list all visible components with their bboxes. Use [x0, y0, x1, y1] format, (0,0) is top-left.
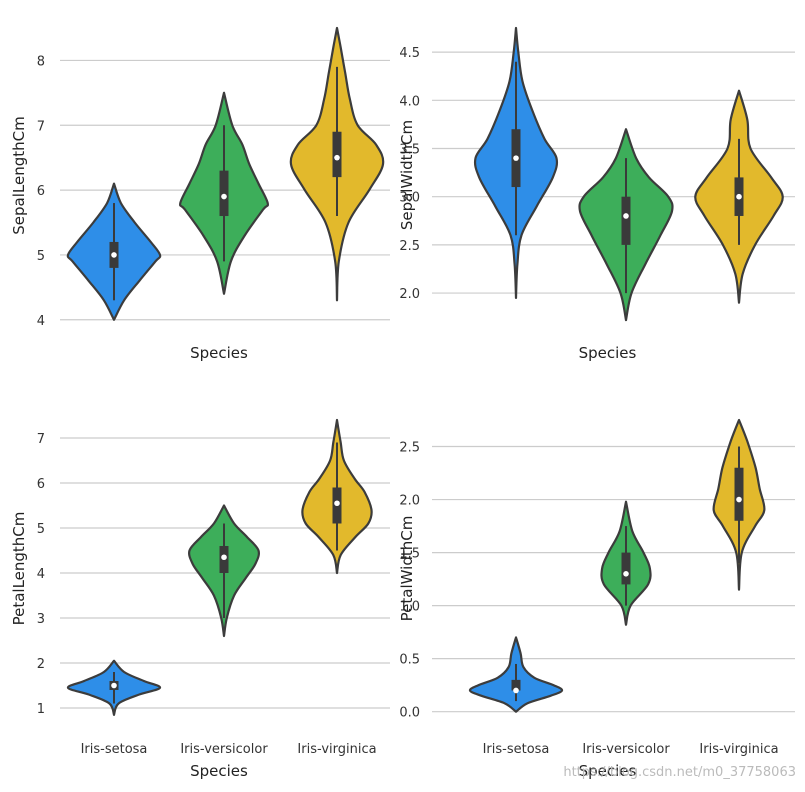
y-tick-label: 7	[37, 119, 45, 134]
y-tick-label: 2.0	[399, 287, 420, 302]
panel-petalwidthcm: 0.0 0.5 1.0 1.5 2.0 2.5 PetalWidthCm Species Iri…	[398, 418, 795, 780]
panel-sepallengthcm: 4 5 6 7 8 SepalLengthCm Species	[10, 26, 390, 362]
y-tick-label: 4	[37, 567, 45, 582]
median-dot	[111, 682, 117, 689]
x-tick-label: Iris-virginica	[297, 742, 376, 757]
median-dot	[623, 213, 629, 219]
watermark-text: https://blog.csdn.net/m0_37758063	[563, 765, 796, 780]
y-tick-label: 1.0	[399, 600, 420, 615]
x-tick-label: Iris-virginica	[699, 742, 778, 757]
y-tick-label: 3.5	[399, 142, 420, 157]
x-axis-label: Species	[579, 344, 637, 362]
y-tick-label: 2	[37, 657, 45, 672]
y-tick-label: 8	[37, 54, 45, 69]
x-tick-label: Iris-versicolor	[582, 742, 670, 757]
violin-iris-virginica	[289, 26, 385, 302]
y-tick-label: 4.0	[399, 94, 420, 109]
y-tick-label: 1	[37, 702, 45, 717]
violin-iris-versicolor	[179, 91, 269, 295]
y-tick-label: 6	[37, 184, 45, 199]
y-tick-label: 2.0	[399, 494, 420, 509]
x-tick-label: Iris-versicolor	[180, 742, 268, 757]
median-dot	[513, 155, 519, 161]
iqr-box	[621, 552, 631, 585]
iqr-box	[511, 679, 521, 691]
median-dot	[334, 500, 340, 507]
x-tick-label: Iris-setosa	[483, 742, 550, 757]
y-tick-label: 0.0	[399, 706, 420, 721]
y-tick-label: 3	[37, 612, 45, 627]
y-tick-label: 3.0	[399, 191, 420, 206]
iqr-box	[621, 196, 631, 245]
violin-iris-versicolor	[600, 500, 652, 626]
iqr-box	[219, 170, 229, 217]
y-axis-label: SepalLengthCm	[10, 116, 28, 234]
y-tick-label: 5	[37, 249, 45, 264]
violin-iris-virginica	[712, 418, 766, 591]
violin-iris-virginica	[694, 89, 784, 304]
violin-iris-versicolor	[188, 504, 260, 638]
x-axis-label: Species	[190, 344, 248, 362]
median-dot	[623, 571, 629, 577]
median-dot	[111, 252, 117, 258]
y-axis-label: PetalWidthCm	[398, 516, 416, 622]
panel-sepalwidthcm: 2.0 2.5 3.0 3.5 4.0 4.5 SepalWidthCm Species	[398, 26, 795, 362]
y-axis-label: PetalLengthCm	[10, 512, 28, 626]
panel-petallengthcm: 1 2 3 4 5 6 7 PetalLengthCm Species Iris-setosa Ir…	[10, 418, 390, 780]
y-tick-label: 0.5	[399, 653, 420, 668]
median-dot	[513, 687, 519, 694]
violin-iris-setosa	[66, 182, 162, 321]
median-dot	[736, 193, 742, 200]
median-dot	[334, 154, 340, 161]
y-tick-label: 5	[37, 522, 45, 537]
violin-iris-virginica	[301, 418, 373, 575]
violin-iris-setosa	[66, 659, 162, 716]
median-dot	[736, 496, 742, 503]
y-tick-label: 2.5	[399, 239, 420, 254]
x-tick-label: Iris-setosa	[81, 742, 148, 757]
median-dot	[221, 193, 227, 200]
iqr-box	[332, 131, 342, 178]
y-tick-label: 4.5	[399, 46, 420, 61]
violin-iris-setosa	[473, 26, 559, 299]
median-dot	[221, 554, 227, 561]
violin-iris-setosa	[468, 636, 564, 713]
x-axis-label: Species	[190, 762, 248, 780]
y-tick-label: 6	[37, 477, 45, 492]
iqr-box	[734, 467, 744, 521]
y-tick-label: 7	[37, 432, 45, 447]
y-axis-label: SepalWidthCm	[398, 120, 416, 230]
y-tick-label: 4	[37, 314, 45, 329]
y-tick-label: 2.5	[399, 441, 420, 456]
y-tick-label: 1.5	[399, 547, 420, 562]
violin-iris-versicolor	[578, 128, 674, 322]
x-axis-label: Species	[579, 762, 637, 780]
